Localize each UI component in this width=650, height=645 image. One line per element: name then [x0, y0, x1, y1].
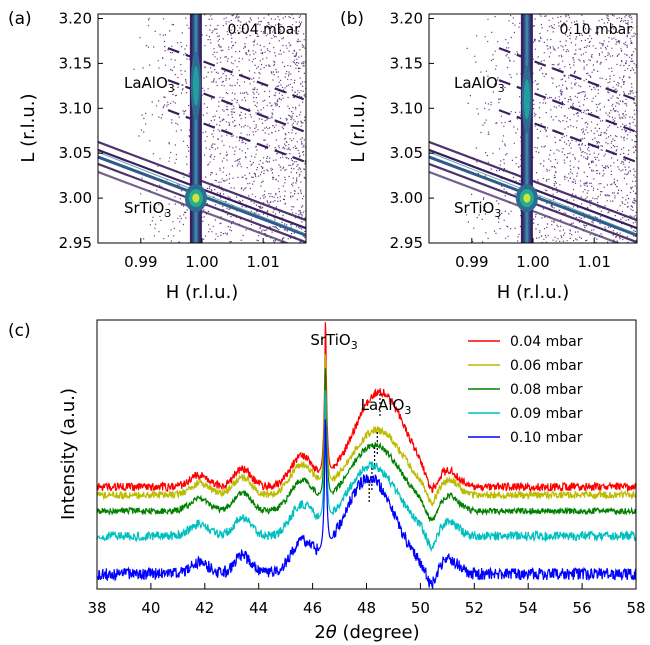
- x-tick-label: 56: [573, 599, 592, 617]
- panel-c-label: (c): [8, 321, 31, 341]
- panel-b-ylabel: L (r.l.u.): [348, 93, 369, 162]
- panel-b-laalo3-text: LaAlO: [454, 74, 498, 92]
- panel-c-ylabel: Intensity (a.u.): [58, 388, 79, 520]
- panel-a: (a) 0.04 mbar LaAlO3 SrTiO3 0.99 1.00 1.01…: [8, 9, 307, 303]
- panel-c-srtio3-text: SrTiO: [310, 331, 350, 349]
- panel-a-label: (a): [8, 9, 32, 29]
- panel-c-legend: 0.04 mbar 0.06 mbar 0.08 mbar 0.09 mbar 0.10…: [468, 334, 583, 446]
- x-tick-label: 38: [87, 599, 106, 617]
- panel-c: (c) 38 40 42 44 46 48 50 52 54 56 58 SrTiO3 LaAlO3…: [8, 319, 646, 643]
- legend-label: 0.08 mbar: [510, 382, 583, 398]
- legend-label: 0.06 mbar: [510, 358, 583, 374]
- panel-b-xlabel: H (r.l.u.): [497, 282, 570, 303]
- panel-b-srtio3-text: SrTiO: [454, 199, 494, 217]
- x-tick-label: 0.99: [455, 253, 488, 271]
- y-tick-label: 3.05: [390, 144, 423, 162]
- panel-a-map: [98, 14, 306, 243]
- x-tick-label: 42: [195, 599, 214, 617]
- x-tick-label: 44: [249, 599, 268, 617]
- x-tick-label: 48: [357, 599, 376, 617]
- y-tick-label: 3.15: [59, 54, 92, 72]
- x-tick-label: 1.00: [516, 253, 549, 271]
- series-006: [97, 354, 636, 507]
- film-peak-inner: [192, 65, 199, 106]
- x-tick-label: 1.00: [185, 253, 218, 271]
- x-tick-label: 46: [303, 599, 322, 617]
- substrate-peak-core: [523, 193, 531, 203]
- diagonal-streak: [429, 170, 621, 243]
- x-tick-label: 54: [519, 599, 538, 617]
- panel-b-laalo3-sub: 3: [498, 82, 505, 95]
- vertical-rod-center: [194, 14, 198, 243]
- panel-b-annotation: 0.10 mbar: [560, 22, 633, 38]
- svg-text:LaAlO3: LaAlO3: [454, 74, 505, 95]
- diagonal-streak: [98, 170, 290, 243]
- series-009: [97, 390, 636, 553]
- panel-c-laalo3-text: LaAlO: [361, 396, 405, 414]
- panel-a-srtio3-sub: 3: [164, 207, 171, 220]
- y-tick-label: 3.20: [390, 9, 423, 27]
- dashed-streak: [498, 47, 637, 102]
- y-tick-label: 2.95: [59, 234, 92, 252]
- legend-label: 0.09 mbar: [510, 406, 583, 422]
- panel-c-laalo3-sub: 3: [404, 404, 411, 417]
- panel-b-map: [429, 14, 637, 243]
- y-tick-label: 3.15: [390, 54, 423, 72]
- series-008: [97, 368, 636, 523]
- panel-b-axes: 0.99 1.00 1.01 2.95 3.00 3.05 3.10 3.15 3.20: [390, 9, 611, 271]
- panel-b-peak-label-srtio3: SrTiO3: [454, 199, 501, 220]
- svg-text:SrTiO3: SrTiO3: [124, 199, 171, 220]
- panel-a-peak-label-srtio3: SrTiO3: [124, 199, 171, 220]
- y-tick-label: 3.00: [59, 189, 92, 207]
- x-tick-label: 40: [141, 599, 160, 617]
- curves-layer: [97, 322, 636, 589]
- x-tick-label: 1.01: [246, 253, 279, 271]
- panel-a-ylabel: L (r.l.u.): [18, 93, 39, 162]
- y-tick-label: 3.10: [390, 99, 423, 117]
- series-004: [97, 322, 636, 494]
- svg-text:SrTiO3: SrTiO3: [310, 331, 357, 352]
- panel-c-xlabel: 2θ (degree): [314, 622, 419, 643]
- panel-b: (b) 0.10 mbar LaAlO3 SrTiO3 0.99 1.00 1.01…: [340, 9, 638, 303]
- x-tick-label: 50: [411, 599, 430, 617]
- y-tick-label: 2.95: [390, 234, 423, 252]
- x-tick-label: 1.01: [577, 253, 610, 271]
- panel-b-label: (b): [340, 9, 364, 29]
- panel-a-peak-label-laalo3: LaAlO3: [124, 74, 175, 95]
- svg-text:LaAlO3: LaAlO3: [361, 396, 412, 417]
- diagonal-streak: [429, 140, 637, 222]
- y-tick-label: 3.05: [59, 144, 92, 162]
- legend-label: 0.04 mbar: [510, 334, 583, 350]
- dashed-streak: [498, 79, 637, 134]
- y-tick-label: 3.10: [59, 99, 92, 117]
- panel-a-annotation: 0.04 mbar: [228, 22, 301, 38]
- panel-c-srtio3-sub: 3: [351, 339, 358, 352]
- series-010: [97, 419, 636, 589]
- x-tick-label: 52: [465, 599, 484, 617]
- panel-b-intensity: [429, 14, 637, 243]
- x-tick-label: 58: [626, 599, 645, 617]
- panel-a-laalo3-sub: 3: [168, 82, 175, 95]
- panel-b-srtio3-sub: 3: [494, 207, 501, 220]
- panel-a-intensity: [98, 14, 306, 243]
- svg-text:LaAlO3: LaAlO3: [124, 74, 175, 95]
- panel-c-peak-labels: SrTiO3 LaAlO3: [310, 331, 411, 417]
- panel-a-xlabel: H (r.l.u.): [166, 282, 239, 303]
- diagonal-streak: [98, 140, 306, 222]
- panel-a-srtio3-text: SrTiO: [124, 199, 164, 217]
- panel-c-curves: [97, 322, 636, 589]
- panel-b-peak-label-laalo3: LaAlO3: [454, 74, 505, 95]
- y-tick-label: 3.20: [59, 9, 92, 27]
- x-tick-label: 0.99: [124, 253, 157, 271]
- panel-a-axes: 0.99 1.00 1.01 2.95 3.00 3.05 3.10 3.15 3.20: [59, 9, 280, 271]
- legend-label: 0.10 mbar: [510, 430, 583, 446]
- svg-text:SrTiO3: SrTiO3: [454, 199, 501, 220]
- substrate-peak-core: [192, 193, 200, 203]
- panel-c-axes: 38 40 42 44 46 48 50 52 54 56 58: [87, 583, 646, 617]
- y-tick-label: 3.00: [390, 189, 423, 207]
- panel-a-laalo3-text: LaAlO: [124, 74, 168, 92]
- film-peak-inner: [523, 79, 530, 120]
